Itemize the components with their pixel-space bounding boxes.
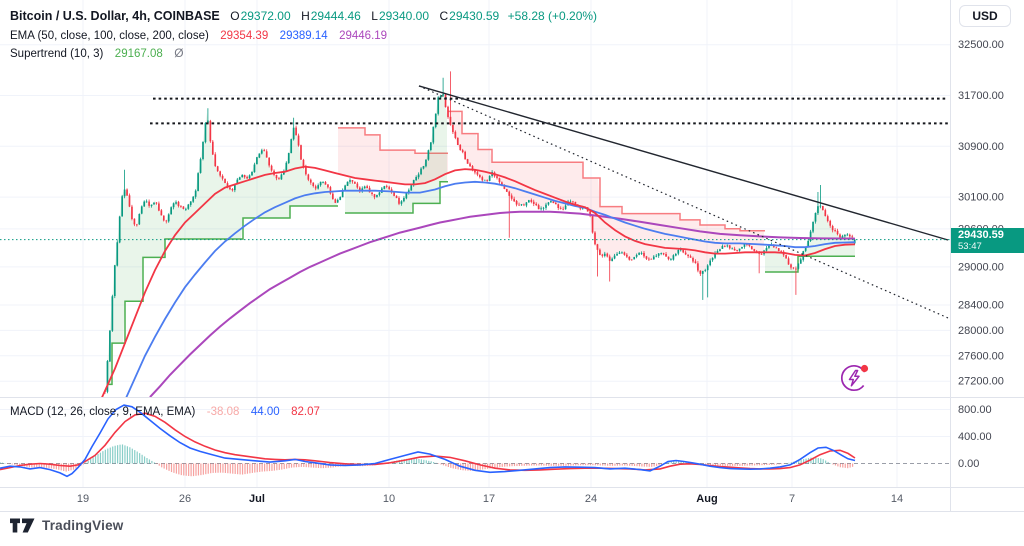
svg-text:0.00: 0.00: [958, 458, 979, 470]
svg-text:28400.00: 28400.00: [958, 300, 1004, 312]
supertrend-line-green: [107, 205, 338, 386]
macd-signal-value: 82.07: [291, 406, 320, 418]
supertrend-value: 29167.08: [114, 48, 163, 60]
svg-text:400.00: 400.00: [958, 431, 992, 443]
tradingview-logo[interactable]: TradingView: [10, 518, 123, 533]
macd-line-value: 44.00: [250, 406, 280, 418]
lightning-bolt-icon: [848, 369, 860, 387]
open-label: O: [230, 9, 240, 23]
macd-histogram: [0, 444, 854, 477]
macd-hist-value: -38.08: [206, 406, 240, 418]
svg-text:Jul: Jul: [249, 493, 265, 505]
change-value: +58.28 (+0.20%): [507, 9, 598, 23]
ema-legend-row[interactable]: EMA (50, close, 100, close, 200, close) …: [10, 26, 387, 44]
tradingview-mark-icon: [10, 518, 35, 533]
svg-text:Aug: Aug: [696, 493, 717, 505]
close-value: 29430.59: [449, 9, 500, 23]
ema100-value: 29389.14: [279, 30, 328, 42]
high-value: 29444.46: [310, 9, 361, 23]
svg-text:31700.00: 31700.00: [958, 90, 1004, 102]
svg-text:27600.00: 27600.00: [958, 350, 1004, 362]
svg-text:30100.00: 30100.00: [958, 192, 1004, 204]
svg-text:19: 19: [77, 493, 89, 505]
instant-trading-button[interactable]: [839, 361, 871, 393]
supertrend-fill-red: [448, 111, 764, 276]
low-value: 29340.00: [378, 9, 430, 23]
descending-trendline-dotted[interactable]: [418, 85, 955, 321]
svg-text:30900.00: 30900.00: [958, 141, 1004, 153]
ema-label[interactable]: EMA (50, close, 100, close, 200, close): [10, 30, 209, 42]
svg-text:17: 17: [483, 493, 495, 505]
gridlines: [0, 0, 950, 487]
ema50-line: [101, 165, 856, 397]
svg-text:27200.00: 27200.00: [958, 376, 1004, 388]
low-label: L: [371, 9, 378, 23]
high-label: H: [301, 9, 310, 23]
svg-text:800.00: 800.00: [958, 404, 992, 416]
supertrend-line-red: [338, 127, 448, 155]
open-value: 29372.00: [240, 9, 291, 23]
bar-countdown: 53:47: [958, 241, 982, 252]
macd-legend-row[interactable]: MACD (12, 26, close, 9, EMA, EMA) -38.08…: [10, 402, 320, 420]
symbol-legend-row[interactable]: Bitcoin / U.S. Dollar, 4h, COINBASE O293…: [10, 7, 597, 25]
notification-dot: [860, 364, 869, 373]
svg-text:24: 24: [585, 493, 597, 505]
ema100-line: [125, 180, 856, 397]
bolt-ring: [840, 364, 868, 392]
price-pane[interactable]: [95, 71, 955, 413]
svg-text:14: 14: [891, 493, 903, 505]
svg-text:10: 10: [383, 493, 395, 505]
close-label: C: [439, 9, 449, 23]
macd-signal-line: [0, 412, 856, 472]
supertrend-line-red: [448, 110, 765, 232]
current-price-badge[interactable]: 29430.59 53:47: [951, 228, 1024, 253]
ema200-value: 29446.19: [339, 30, 388, 42]
svg-text:28000.00: 28000.00: [958, 325, 1004, 337]
currency-toggle-button[interactable]: USD: [959, 5, 1011, 27]
hide-indicator-icon[interactable]: Ø: [174, 46, 184, 60]
macd-pane[interactable]: [0, 404, 950, 478]
macd-main-line: [0, 404, 856, 478]
supertrend-line-green: [345, 181, 448, 214]
tradingview-logo-text: TradingView: [42, 518, 124, 533]
price-axis[interactable]: 32500.0031700.0030900.0030100.0029600.00…: [958, 39, 1004, 470]
descending-trendline[interactable]: [418, 85, 949, 241]
ema50-value: 29354.39: [220, 30, 269, 42]
time-axis[interactable]: 19 26 Jul 10 17 24 Aug 7 14: [77, 493, 903, 505]
supertrend-legend-row[interactable]: Supertrend (10, 3) 29167.08 Ø: [10, 44, 184, 62]
ema200-line: [149, 210, 856, 397]
supertrend-fill-green: [107, 112, 337, 385]
svg-text:32500.00: 32500.00: [958, 39, 1004, 51]
symbol-title[interactable]: Bitcoin / U.S. Dollar, 4h, COINBASE: [10, 9, 220, 23]
svg-text:29000.00: 29000.00: [958, 261, 1004, 273]
macd-label[interactable]: MACD (12, 26, close, 9, EMA, EMA): [10, 406, 196, 418]
current-price-value: 29430.59: [958, 229, 1004, 241]
svg-text:7: 7: [789, 493, 795, 505]
supertrend-label[interactable]: Supertrend (10, 3): [10, 48, 104, 60]
svg-text:26: 26: [179, 493, 191, 505]
